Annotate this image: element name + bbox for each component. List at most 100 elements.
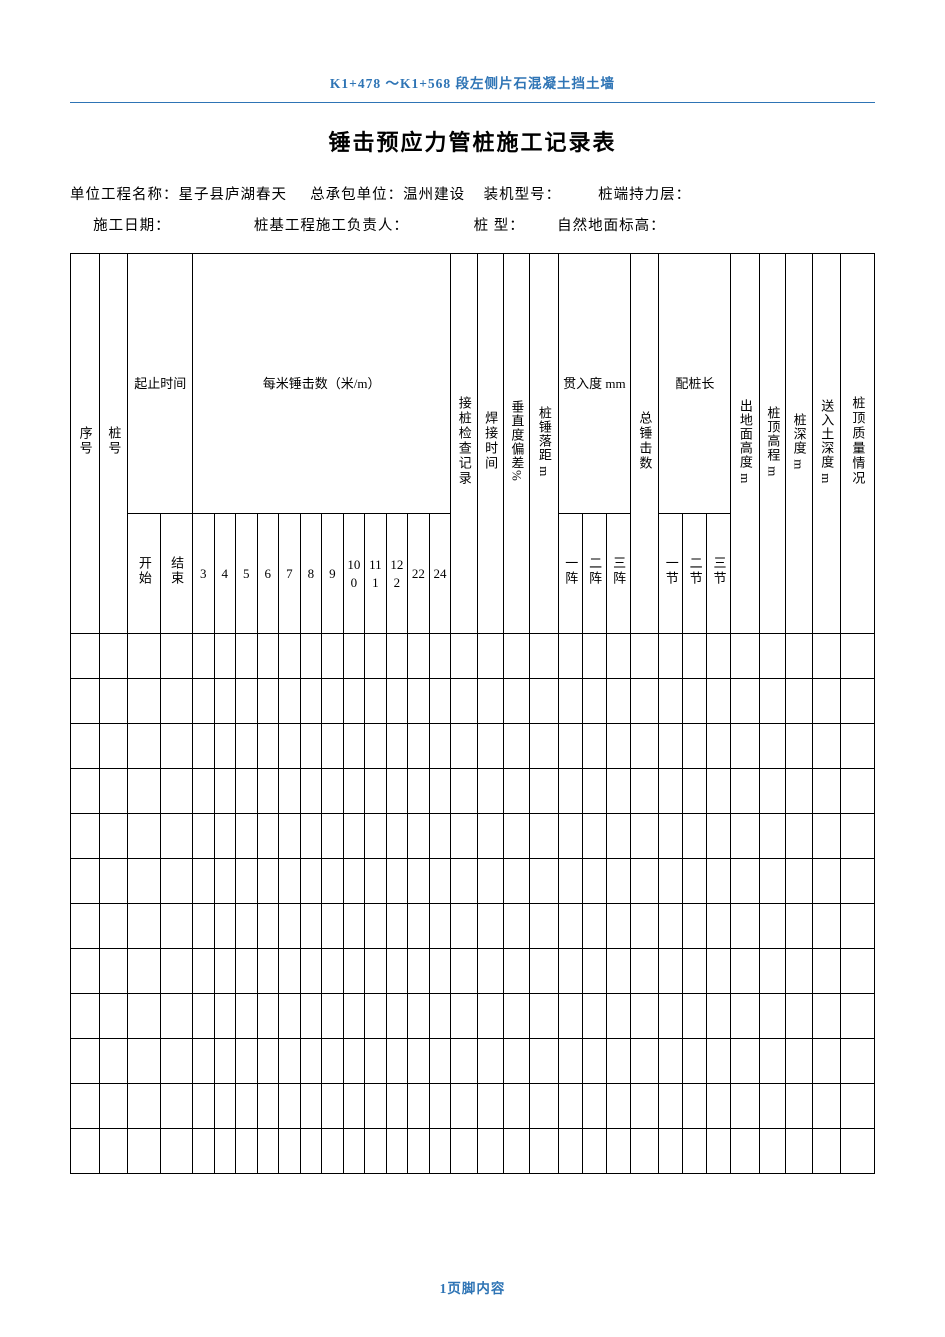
table-cell bbox=[300, 1039, 322, 1084]
table-cell bbox=[659, 859, 683, 904]
table-cell bbox=[530, 679, 559, 724]
table-cell bbox=[160, 1039, 192, 1084]
table-row bbox=[71, 859, 875, 904]
table-cell bbox=[659, 994, 683, 1039]
table-cell bbox=[236, 814, 258, 859]
table-cell bbox=[731, 724, 760, 769]
table-cell bbox=[841, 724, 875, 769]
table-cell bbox=[683, 1039, 707, 1084]
table-cell bbox=[606, 634, 630, 679]
table-cell bbox=[841, 949, 875, 994]
table-cell bbox=[707, 814, 731, 859]
table-cell bbox=[630, 949, 659, 994]
table-cell bbox=[786, 724, 812, 769]
table-cell bbox=[365, 904, 387, 949]
table-cell bbox=[408, 1039, 430, 1084]
table-cell bbox=[71, 679, 100, 724]
hdr-hammer-7: 7 bbox=[279, 514, 301, 634]
table-cell bbox=[707, 949, 731, 994]
table-cell bbox=[786, 769, 812, 814]
table-cell bbox=[429, 679, 451, 724]
table-cell bbox=[279, 814, 301, 859]
table-cell bbox=[343, 949, 365, 994]
table-cell bbox=[630, 724, 659, 769]
table-cell bbox=[477, 814, 503, 859]
table-cell bbox=[606, 904, 630, 949]
table-cell bbox=[99, 814, 128, 859]
table-cell bbox=[300, 949, 322, 994]
table-cell bbox=[558, 679, 582, 724]
table-cell bbox=[812, 1039, 841, 1084]
table-cell bbox=[193, 769, 215, 814]
table-cell bbox=[343, 859, 365, 904]
table-cell bbox=[786, 1129, 812, 1174]
table-cell bbox=[343, 814, 365, 859]
table-cell bbox=[759, 634, 785, 679]
table-cell bbox=[279, 769, 301, 814]
table-cell bbox=[214, 814, 236, 859]
table-cell bbox=[503, 994, 529, 1039]
table-cell bbox=[477, 724, 503, 769]
table-cell bbox=[365, 1084, 387, 1129]
table-cell bbox=[300, 679, 322, 724]
table-cell bbox=[322, 769, 344, 814]
table-cell bbox=[530, 1129, 559, 1174]
document-running-header: K1+478 ～K1+568 段左侧片石混凝土挡土墙 bbox=[70, 72, 875, 103]
table-cell bbox=[582, 679, 606, 724]
table-cell bbox=[408, 1084, 430, 1129]
hdr-len-2: 二节 bbox=[683, 514, 707, 634]
table-cell bbox=[322, 1039, 344, 1084]
table-cell bbox=[343, 904, 365, 949]
table-cell bbox=[365, 1129, 387, 1174]
table-cell bbox=[503, 1039, 529, 1084]
table-row bbox=[71, 724, 875, 769]
table-cell bbox=[841, 679, 875, 724]
table-cell bbox=[214, 1084, 236, 1129]
table-cell bbox=[683, 949, 707, 994]
table-cell bbox=[71, 994, 100, 1039]
table-cell bbox=[786, 679, 812, 724]
table-cell bbox=[530, 724, 559, 769]
table-cell bbox=[812, 859, 841, 904]
table-cell bbox=[193, 814, 215, 859]
table-cell bbox=[429, 1039, 451, 1084]
table-cell bbox=[451, 994, 477, 1039]
table-cell bbox=[530, 859, 559, 904]
construction-record-table: 序号 桩号 起止时间 每米锤击数（米/m） 接桩检查记录 焊接时间 垂直度偏差%… bbox=[70, 253, 875, 1174]
table-cell bbox=[128, 1129, 160, 1174]
machine-label: 装机型号： bbox=[484, 187, 562, 203]
hdr-pen-1: 一阵 bbox=[558, 514, 582, 634]
table-cell bbox=[343, 1039, 365, 1084]
hdr-vert-dev: 垂直度偏差% bbox=[503, 254, 529, 634]
table-row bbox=[71, 1129, 875, 1174]
bearing-label: 桩端持力层： bbox=[598, 187, 691, 203]
ground-label: 自然地面标高： bbox=[557, 218, 666, 234]
hdr-len-1: 一节 bbox=[659, 514, 683, 634]
table-cell bbox=[812, 1084, 841, 1129]
table-cell bbox=[343, 1129, 365, 1174]
table-cell bbox=[322, 904, 344, 949]
table-cell bbox=[683, 1084, 707, 1129]
table-cell bbox=[582, 814, 606, 859]
hdr-pen-3: 三阵 bbox=[606, 514, 630, 634]
table-cell bbox=[606, 1084, 630, 1129]
table-row bbox=[71, 949, 875, 994]
table-cell bbox=[683, 904, 707, 949]
table-cell bbox=[279, 679, 301, 724]
table-cell bbox=[322, 814, 344, 859]
table-cell bbox=[71, 634, 100, 679]
table-cell bbox=[99, 769, 128, 814]
table-cell bbox=[707, 724, 731, 769]
table-cell bbox=[731, 634, 760, 679]
table-cell bbox=[365, 994, 387, 1039]
table-cell bbox=[812, 769, 841, 814]
table-cell bbox=[606, 814, 630, 859]
table-cell bbox=[786, 949, 812, 994]
table-cell bbox=[300, 724, 322, 769]
table-cell bbox=[386, 1039, 408, 1084]
table-cell bbox=[365, 1039, 387, 1084]
table-cell bbox=[279, 859, 301, 904]
table-cell bbox=[429, 859, 451, 904]
table-cell bbox=[630, 904, 659, 949]
table-cell bbox=[99, 679, 128, 724]
